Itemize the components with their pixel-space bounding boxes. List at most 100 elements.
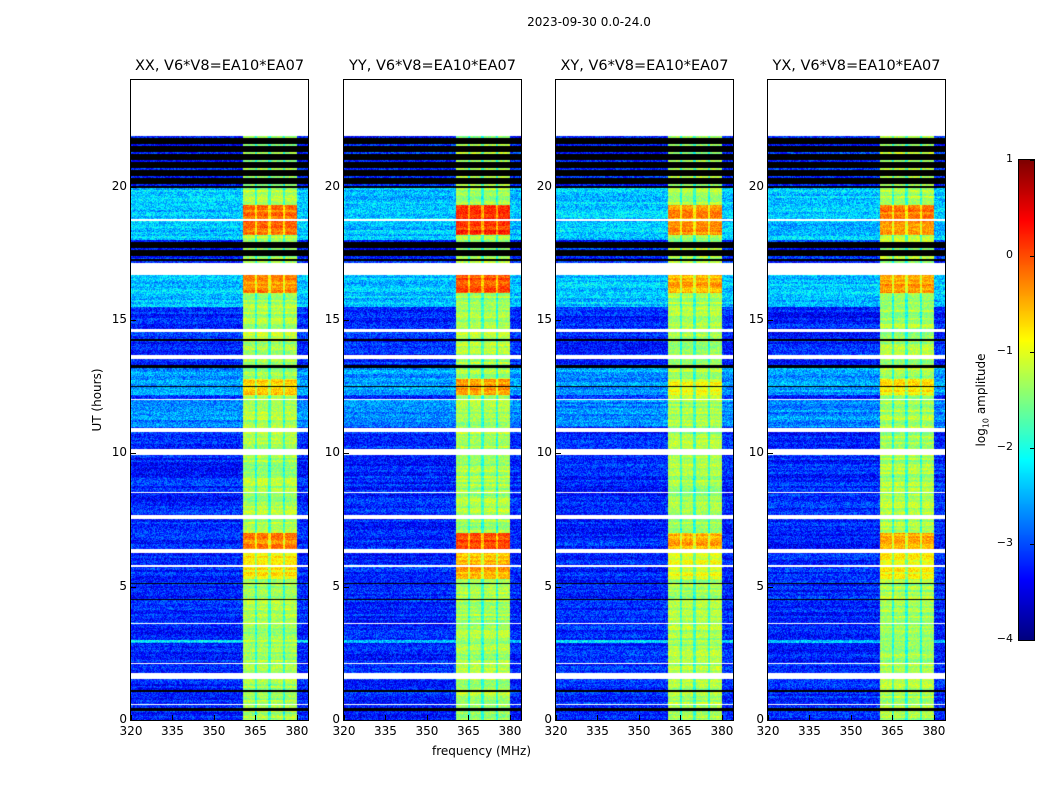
x-tick-mark [933,715,935,720]
colorbar-tick-mark [1030,160,1034,161]
colorbar-tick-label: −1 [996,344,1013,357]
x-axis-label: frequency (MHz) [432,744,532,758]
x-tick-label: 320 [332,724,356,738]
x-tick-label: 335 [161,724,184,738]
y-tick-mark [556,453,561,455]
colorbar-tick-mark [1030,352,1034,353]
x-tick-label: 320 [756,724,780,738]
x-tick-mark [296,715,298,720]
y-tick-mark [768,453,773,455]
x-tick-label: 380 [498,724,522,738]
y-tick-mark [344,586,349,588]
x-tick-mark [385,715,387,720]
panel-title: XX, V6*V8=EA10*EA07 [134,58,305,74]
panel-title: YX, V6*V8=EA10*EA07 [772,58,941,74]
y-tick-mark [556,186,561,188]
x-tick-mark [597,715,599,720]
x-tick-mark [255,715,257,720]
heatmap-panel [767,79,946,721]
y-tick-label: 5 [544,578,552,593]
y-tick-label: 20 [536,178,552,193]
colorbar-tick-label: 1 [1006,152,1013,165]
x-tick-mark [213,715,215,720]
heatmap-image [131,80,308,720]
heatmap-panel [555,79,734,721]
x-tick-mark [680,715,682,720]
x-tick-label: 350 [627,724,651,738]
colorbar-tick-mark [1030,256,1034,257]
panel-title: XY, V6*V8=EA10*EA07 [560,58,729,74]
x-tick-mark [892,715,894,720]
heatmap-image [344,80,521,720]
x-tick-label: 350 [202,724,226,738]
y-tick-mark [131,186,136,188]
y-tick-label: 0 [119,712,127,726]
y-tick-label: 15 [111,312,127,326]
y-tick-label: 0 [544,712,552,726]
colorbar-tick-label: −4 [996,632,1013,645]
y-tick-label: 20 [748,178,764,193]
y-axis-label: UT (hours) [90,368,104,432]
panel-title: YY, V6*V8=EA10*EA07 [349,58,516,74]
x-tick-mark [426,715,428,720]
y-tick-label: 15 [324,312,340,326]
x-tick-label: 365 [881,724,904,738]
colorbar-tick-label: −2 [996,440,1013,453]
y-tick-label: 10 [324,445,340,460]
y-tick-mark [344,186,349,188]
y-tick-label: 15 [748,312,764,326]
y-tick-mark [344,720,349,721]
y-tick-mark [131,720,136,721]
x-tick-label: 365 [244,724,267,738]
y-tick-label: 5 [756,578,764,593]
y-tick-label: 10 [536,445,552,460]
x-tick-label: 335 [798,724,821,738]
x-tick-label: 350 [415,724,439,738]
x-tick-label: 320 [544,724,568,738]
colorbar-tick-mark [1030,448,1034,449]
x-tick-label: 365 [669,724,692,738]
colorbar-tick-label: 0 [1006,248,1013,261]
colorbar [1018,159,1035,641]
x-tick-mark [509,715,511,720]
y-tick-label: 20 [111,178,127,193]
colorbar-label: log10 amplitude [974,353,991,447]
x-tick-mark [556,715,557,720]
heatmap-image [768,80,945,720]
y-tick-mark [768,186,773,188]
x-tick-label: 350 [839,724,863,738]
y-tick-label: 5 [332,578,340,593]
x-tick-label: 335 [586,724,609,738]
x-tick-mark [344,715,345,720]
y-tick-mark [131,586,136,588]
x-tick-label: 380 [922,724,946,738]
x-tick-mark [721,715,723,720]
colorbar-tick-mark [1030,640,1034,641]
heatmap-image [556,80,733,720]
y-tick-mark [556,586,561,588]
y-tick-mark [131,320,136,321]
x-tick-mark [172,715,174,720]
x-tick-label: 380 [285,724,309,738]
y-tick-mark [344,453,349,455]
y-tick-mark [556,320,561,321]
figure-title: 2023-09-30 0.0-24.0 [527,15,651,29]
y-tick-label: 5 [119,578,127,593]
y-tick-mark [344,320,349,321]
x-tick-mark [809,715,811,720]
y-tick-mark [131,453,136,455]
colorbar-tick-label: −3 [996,536,1013,549]
y-tick-label: 20 [324,178,340,193]
y-tick-label: 0 [332,712,340,726]
x-tick-mark [850,715,852,720]
y-tick-mark [768,720,773,721]
y-tick-mark [768,320,773,321]
x-tick-mark [638,715,640,720]
x-tick-label: 335 [374,724,397,738]
y-tick-label: 15 [536,312,552,326]
x-tick-label: 380 [710,724,734,738]
colorbar-gradient [1019,160,1034,640]
y-tick-mark [768,586,773,588]
x-tick-label: 320 [119,724,143,738]
